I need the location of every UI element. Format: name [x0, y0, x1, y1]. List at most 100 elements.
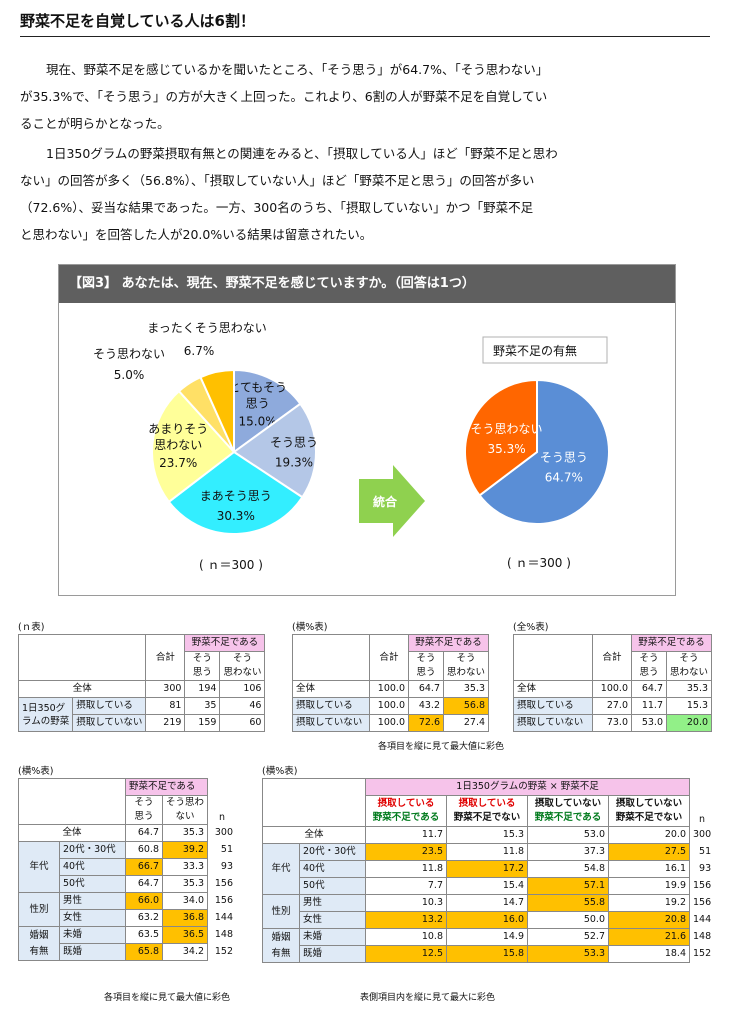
cell-highlight: 57.1 — [527, 877, 609, 895]
cell-highlight: 13.2 — [365, 911, 447, 929]
group-age: 年代 — [262, 843, 300, 895]
pie-slice — [151, 389, 236, 504]
cell: 300 — [145, 680, 186, 698]
cell: 11.7 — [365, 826, 447, 844]
corner-cell — [262, 778, 366, 827]
figure-3: 【図3】 あなたは、現在、野菜不足を感じていますか。（回答は1つ） とてもそう思… — [58, 264, 676, 596]
col-group: 野菜不足である — [630, 634, 713, 652]
slice-label: まあそう思う — [200, 489, 272, 503]
crosstab-n: 合計 野菜不足である そう そう 思う 思わない 全体 300 194 106 … — [17, 634, 266, 732]
cell: 64.7 — [125, 824, 163, 842]
col-total: 合計 — [369, 634, 409, 681]
col-2-line: 摂取している — [458, 798, 516, 809]
cell: 16.1 — [608, 860, 690, 878]
col-group: 野菜不足である — [124, 778, 209, 796]
slice-value: 64.7% — [545, 470, 583, 484]
cell: 43.2 — [408, 697, 444, 715]
row-group: 1日350グ ラムの野菜 — [17, 697, 74, 732]
row-all: 全体 — [17, 680, 147, 698]
cell-n: 148 — [214, 929, 234, 940]
col-yes-2: 思う — [408, 666, 444, 681]
cell: 11.7 — [631, 697, 667, 715]
row-label: 20代・30代 — [59, 841, 126, 859]
cell: 35.3 — [665, 680, 713, 698]
col-total: 合計 — [592, 634, 632, 681]
figure-title: 【図3】 あなたは、現在、野菜不足を感じていますか。（回答は1つ） — [59, 265, 675, 303]
cell: 194 — [184, 680, 221, 698]
cell: 219 — [145, 714, 186, 732]
cell: 19.9 — [608, 877, 690, 895]
merge-label: 統合 — [373, 494, 398, 509]
cell-highlight: 72.6 — [408, 714, 444, 732]
row-b: 摂取していない — [513, 714, 593, 732]
col-n: n — [219, 811, 226, 823]
cell-n: 152 — [693, 948, 712, 959]
cell-highlight: 39.2 — [161, 841, 209, 859]
col-yes-2: 思う — [125, 810, 163, 825]
col-1: 摂取している 野菜不足である — [365, 795, 447, 827]
col-3-line: 摂取していない — [534, 798, 602, 809]
col-4-line: 摂取していない — [615, 798, 683, 809]
cell: 20.0 — [608, 826, 690, 844]
col-3: 摂取していない 野菜不足である — [527, 795, 609, 827]
crosstab-demographics: 野菜不足である n そう そう思わ 思う ない 全体 64.7 35.3 300… — [18, 778, 236, 961]
row-a: 摂取している — [72, 697, 147, 715]
row-label: 全体 — [262, 826, 366, 844]
cell-highlight: 15.8 — [446, 945, 528, 963]
row-label: 男性 — [59, 892, 126, 910]
pie-slice — [167, 450, 304, 535]
paragraph-line: 現在、野菜不足を感じているかを聞いたところ、「そう思う」が64.7%、「そう思わ… — [46, 62, 549, 77]
table-combined: (横%表) 1日350グラムの野菜 × 野菜不足 n 摂取している 野菜不足である… — [262, 766, 714, 963]
group-sex: 性別 — [18, 892, 60, 927]
cell-n: 156 — [214, 895, 234, 906]
col-yes-2: 思う — [631, 666, 667, 681]
cell-n: 144 — [693, 914, 712, 925]
col-2: 摂取している 野菜不足でない — [446, 795, 528, 827]
cell-n: 156 — [214, 878, 234, 889]
table-caption: (横%表) — [18, 766, 54, 777]
row-all: 全体 — [292, 680, 370, 698]
paragraph-1: 現在、野菜不足を感じているかを聞いたところ、「そう思う」が64.7%、「そう思わ… — [20, 56, 710, 137]
table-note: 各項目を縦に見て最大値に彩色 — [104, 993, 231, 1003]
cell: 11.8 — [446, 843, 528, 861]
col-n: n — [699, 813, 706, 825]
cell: 64.7 — [631, 680, 667, 698]
row-label: 50代 — [59, 875, 126, 893]
cell-highlight: 17.2 — [446, 860, 528, 878]
table-total-pct: (全%表) 合計 野菜不足である そう そう 思う 思わない 全体 100.0 … — [513, 622, 713, 732]
pie-slice — [232, 402, 317, 499]
cell: 54.8 — [527, 860, 609, 878]
slice-value: 23.7% — [159, 456, 197, 470]
slice-label: そう思わない — [471, 422, 543, 436]
slice-label: そう思う — [540, 450, 588, 464]
paragraph-line: （72.6%）、妥当な結果であった。一方、300名のうち、「摂取していない」かつ… — [20, 200, 534, 215]
slice-label: そう思わない — [93, 347, 165, 361]
cell: 63.5 — [125, 926, 163, 944]
col-group: 野菜不足である — [184, 634, 266, 652]
cell-highlight: 23.5 — [365, 843, 447, 861]
paragraph-line: ることが明らかとなった。 — [20, 116, 170, 131]
col-1-line: 摂取している — [377, 798, 435, 809]
col-yes-2: 思う — [184, 666, 221, 681]
cell-highlight: 21.6 — [608, 928, 690, 946]
cell-highlight: 36.8 — [161, 909, 209, 927]
col-yes-1: そう — [184, 651, 221, 666]
cell: 52.7 — [527, 928, 609, 946]
col-no-1: そう — [442, 651, 490, 666]
cell-n: 148 — [693, 931, 712, 942]
cell: 106 — [219, 680, 266, 698]
row-label: 未婚 — [299, 928, 366, 946]
cell-highlight: 53.3 — [527, 945, 609, 963]
col-yes-1: そう — [125, 795, 163, 810]
cell-n: 51 — [699, 846, 712, 857]
group-sex: 性別 — [262, 894, 300, 929]
group-age: 年代 — [18, 841, 60, 893]
cell: 14.7 — [446, 894, 528, 912]
table-caption: (横%表) — [262, 766, 298, 777]
cell: 35.3 — [161, 824, 209, 842]
row-label: 女性 — [299, 911, 366, 929]
cell: 60.8 — [125, 841, 163, 859]
cell: 64.7 — [408, 680, 444, 698]
crosstab-row-pct: 合計 野菜不足である そう そう 思う 思わない 全体 100.0 64.7 3… — [292, 634, 490, 732]
corner-cell — [513, 634, 593, 681]
